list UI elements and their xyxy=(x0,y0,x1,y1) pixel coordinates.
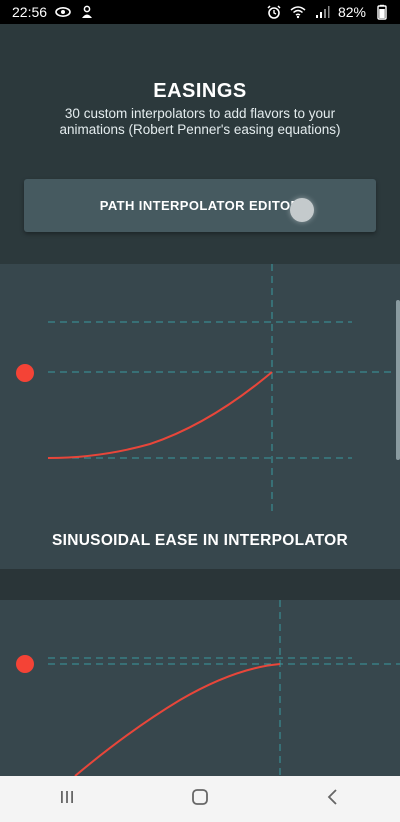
path-interpolator-editor-button[interactable]: PATH INTERPOLATOR EDITOR xyxy=(24,179,376,232)
back-icon xyxy=(323,787,343,812)
recent-apps-button[interactable] xyxy=(42,779,92,819)
alarm-icon xyxy=(266,4,282,20)
page-title: EASINGS xyxy=(153,80,247,102)
easing-curve xyxy=(74,663,281,776)
notification-icon xyxy=(79,4,95,20)
battery-percent: 82% xyxy=(337,4,366,20)
easing-graph xyxy=(16,264,400,516)
easing-graph xyxy=(16,600,400,776)
eye-icon xyxy=(55,4,71,20)
back-button[interactable] xyxy=(308,779,358,819)
recent-apps-icon xyxy=(57,787,77,812)
progress-dot xyxy=(16,655,34,673)
interpolator-name: SINUSOIDAL EASE IN INTERPOLATOR xyxy=(51,532,349,549)
clock: 22:56 xyxy=(12,4,48,20)
header: EASINGS 30 custom interpolators to add f… xyxy=(0,24,400,264)
path-interpolator-editor-label: PATH INTERPOLATOR EDITOR xyxy=(99,198,301,213)
page-subtitle: 30 custom interpolators to add flavors t… xyxy=(59,106,341,137)
signal-icon xyxy=(314,4,330,20)
interpolator-card[interactable]: SINUSOIDAL EASE IN INTERPOLATOR xyxy=(0,264,400,569)
wifi-icon xyxy=(290,4,306,20)
touch-ripple xyxy=(290,198,314,222)
home-icon xyxy=(190,787,210,812)
home-button[interactable] xyxy=(175,779,225,819)
interpolator-card[interactable] xyxy=(0,600,400,776)
navigation-bar xyxy=(0,776,400,822)
scrollbar[interactable] xyxy=(396,300,400,460)
battery-icon xyxy=(374,4,390,20)
status-bar: 22:56 82% xyxy=(0,0,400,24)
easing-curve xyxy=(47,371,273,459)
progress-dot xyxy=(16,364,34,382)
